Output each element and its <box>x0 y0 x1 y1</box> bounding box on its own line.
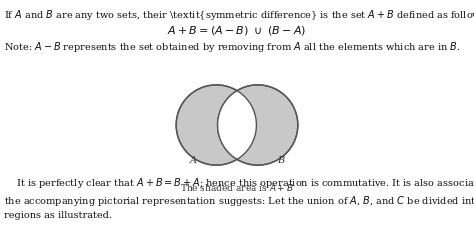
Text: A: A <box>190 156 197 165</box>
Text: If $A$ and $B$ are any two sets, their \textit{symmetric difference} is the set : If $A$ and $B$ are any two sets, their \… <box>4 8 474 22</box>
Polygon shape <box>218 91 256 159</box>
Circle shape <box>176 85 256 165</box>
Circle shape <box>218 85 298 165</box>
Text: Note: $A - B$ represents the set obtained by removing from $A$ all the elements : Note: $A - B$ represents the set obtaine… <box>4 40 461 54</box>
Text: $A + B = (A - B)\ \cup\ (B - A)$: $A + B = (A - B)\ \cup\ (B - A)$ <box>167 24 307 37</box>
Text: B: B <box>277 156 284 165</box>
Text: It is perfectly clear that $A + B = B + A$; hence this operation is commutative.: It is perfectly clear that $A + B = B + … <box>4 176 474 220</box>
Text: The shaded area is $A + B$: The shaded area is $A + B$ <box>180 182 294 193</box>
